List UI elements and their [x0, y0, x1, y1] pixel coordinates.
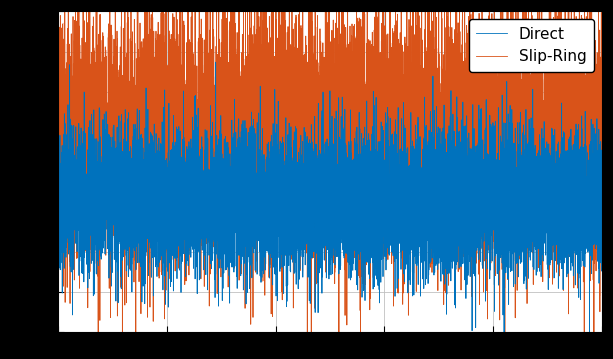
Slip-Ring	[569, 197, 577, 201]
Direct	[77, 187, 85, 191]
Direct	[212, 60, 219, 64]
Line: Direct: Direct	[58, 62, 602, 339]
Direct	[87, 214, 94, 219]
Slip-Ring	[55, 176, 62, 180]
Line: Slip-Ring: Slip-Ring	[58, 0, 602, 359]
Direct	[55, 181, 62, 185]
Direct	[569, 184, 577, 188]
Direct	[598, 176, 606, 180]
Direct	[57, 224, 64, 228]
Direct	[321, 176, 328, 180]
Slip-Ring	[321, 55, 328, 60]
Slip-Ring	[161, 133, 169, 137]
Slip-Ring	[598, 233, 606, 237]
Legend: Direct, Slip-Ring: Direct, Slip-Ring	[468, 19, 595, 72]
Slip-Ring	[57, 127, 64, 131]
Slip-Ring	[87, 117, 94, 121]
Slip-Ring	[77, 134, 85, 139]
Direct	[586, 337, 593, 341]
Direct	[161, 200, 169, 205]
